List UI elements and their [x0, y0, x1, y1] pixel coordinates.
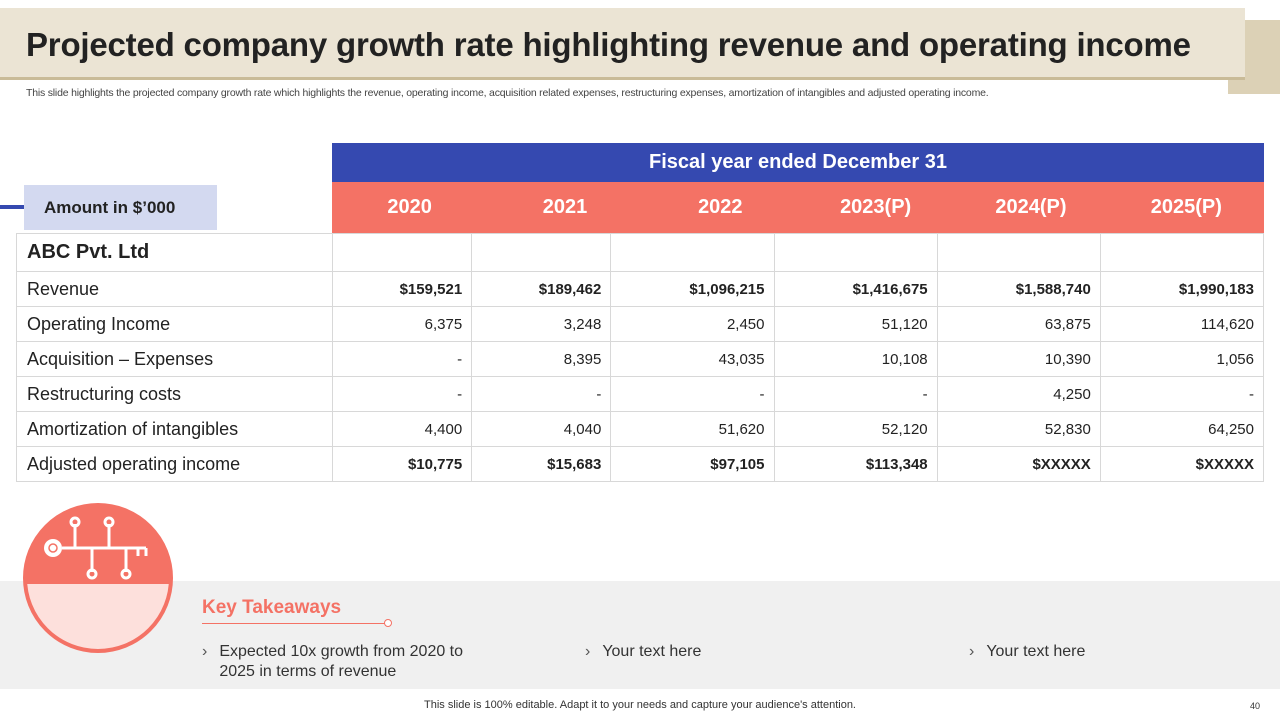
cell-value: 63,875: [936, 306, 1101, 342]
row-label: Adjusted operating income: [16, 446, 333, 482]
page-subtitle: This slide highlights the projected comp…: [26, 87, 989, 99]
cell-value: $113,348: [773, 446, 938, 482]
financial-table: ABC Pvt. Ltd Revenue $159,521 $189,462 $1,0…: [16, 233, 1265, 482]
takeaways-band: [0, 581, 1280, 689]
year-header: 2024(P): [995, 196, 1067, 218]
chevron-icon: ›: [202, 643, 208, 660]
title-band: [0, 8, 1245, 80]
chevron-icon: ›: [969, 643, 975, 660]
cell-value: 8,395: [471, 341, 612, 377]
table-row: Revenue $159,521 $189,462 $1,096,215 $1,416,…: [16, 271, 1265, 307]
years-header: 2020 2021 2022 2023(P) 2024(P) 2025(P): [332, 182, 1264, 233]
row-label: Restructuring costs: [16, 376, 333, 412]
cell-value: 1,056: [1099, 341, 1265, 377]
table-row: Acquisition – Expenses -8,395 43,035 10,108…: [16, 341, 1265, 377]
cell-value: 4,040: [471, 411, 612, 447]
cell-value: 114,620: [1099, 306, 1265, 342]
cell-value: 52,830: [936, 411, 1101, 447]
cell-value: $XXXXX: [1099, 446, 1265, 482]
heading-underline: [202, 623, 385, 624]
cell-value: -: [773, 376, 938, 412]
cell-value: 3,248: [471, 306, 612, 342]
cell-value: $1,416,675: [773, 271, 938, 307]
row-label: Revenue: [16, 271, 333, 307]
amount-accent-line: [0, 205, 36, 209]
cell-value: 4,400: [331, 411, 473, 447]
row-label: Acquisition – Expenses: [16, 341, 333, 377]
cell-value: $159,521: [331, 271, 473, 307]
cell-value: 10,108: [773, 341, 938, 377]
takeaway-item: › Expected 10x growth from 2020 to 2025 i…: [202, 643, 464, 680]
cell-value: $189,462: [471, 271, 612, 307]
amount-label: Amount in $’000: [24, 185, 217, 230]
cell-value: $1,096,215: [610, 271, 775, 307]
cell-value: $1,990,183: [1099, 271, 1265, 307]
takeaway-item: › Your text here: [585, 643, 702, 660]
year-header: 2025(P): [1150, 196, 1222, 218]
key-takeaways-heading: Key Takeaways: [202, 597, 342, 618]
year-header: 2021: [542, 196, 588, 218]
cell-value: -: [331, 376, 473, 412]
cell-value: -: [331, 341, 473, 377]
row-label: Operating Income: [16, 306, 333, 342]
table-row: ABC Pvt. Ltd: [16, 233, 1265, 272]
cell-value: $XXXXX: [936, 446, 1101, 482]
cell-value: $97,105: [610, 446, 775, 482]
table-row: Operating Income 6,375 3,248 2,450 51,120 63,…: [16, 306, 1265, 342]
row-label: Amortization of intangibles: [16, 411, 333, 447]
cell-value: 51,620: [610, 411, 775, 447]
year-header: 2020: [387, 196, 432, 218]
takeaway-item: › Your text here: [969, 643, 1086, 660]
table-row: Restructuring costs - - - -4,250-: [16, 376, 1265, 412]
cell-value: 2,450: [610, 306, 775, 342]
cell-value: -: [610, 376, 775, 412]
cell-value: $10,775: [331, 446, 473, 482]
cell-value: 10,390: [936, 341, 1101, 377]
heading-underline-dot: [384, 619, 392, 627]
cell-value: 43,035: [610, 341, 775, 377]
cell-value: 64,250: [1099, 411, 1265, 447]
cell-value: 4,250: [936, 376, 1101, 412]
page-title: Projected company growth rate highlighti…: [26, 26, 1191, 63]
chevron-icon: ›: [585, 643, 591, 660]
year-header: 2022: [698, 196, 743, 218]
table-row: Adjusted operating income $10,775 $15,683 $…: [16, 446, 1265, 482]
key-icon: [23, 503, 173, 653]
year-header: 2023(P): [840, 196, 912, 218]
cell-value: $1,588,740: [936, 271, 1101, 307]
cell-value: 6,375: [331, 306, 473, 342]
cell-value: $15,683: [471, 446, 612, 482]
company-name: ABC Pvt. Ltd: [16, 233, 333, 272]
cell-value: -: [471, 376, 612, 412]
page-number: 40: [1249, 701, 1260, 711]
footer-note: This slide is 100% editable. Adapt it to…: [424, 699, 856, 711]
table-row: Amortization of intangibles 4,400 4,040 51,…: [16, 411, 1265, 447]
cell-value: -: [1099, 376, 1265, 412]
cell-value: 51,120: [773, 306, 938, 342]
fiscal-header: Fiscal year ended December 31: [332, 143, 1264, 182]
cell-value: 52,120: [773, 411, 938, 447]
